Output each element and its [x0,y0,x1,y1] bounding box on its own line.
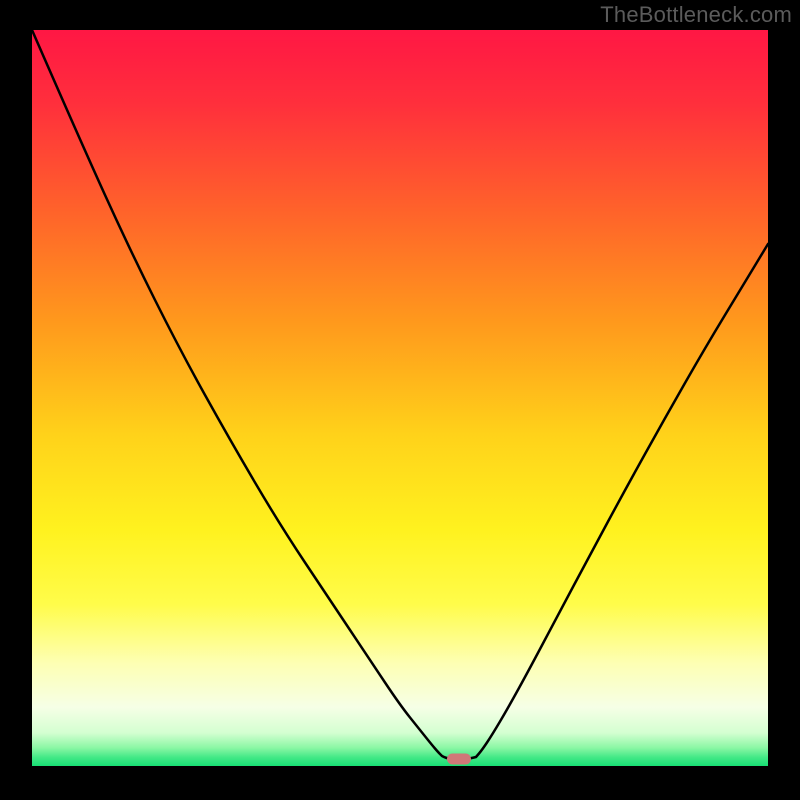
border-bottom [0,766,800,800]
watermark-text: TheBottleneck.com [600,2,792,28]
border-right [768,0,800,800]
chart-svg [0,0,800,800]
optimal-point-marker [447,754,471,765]
border-left [0,0,32,800]
chart-container: TheBottleneck.com [0,0,800,800]
plot-area [32,30,768,766]
